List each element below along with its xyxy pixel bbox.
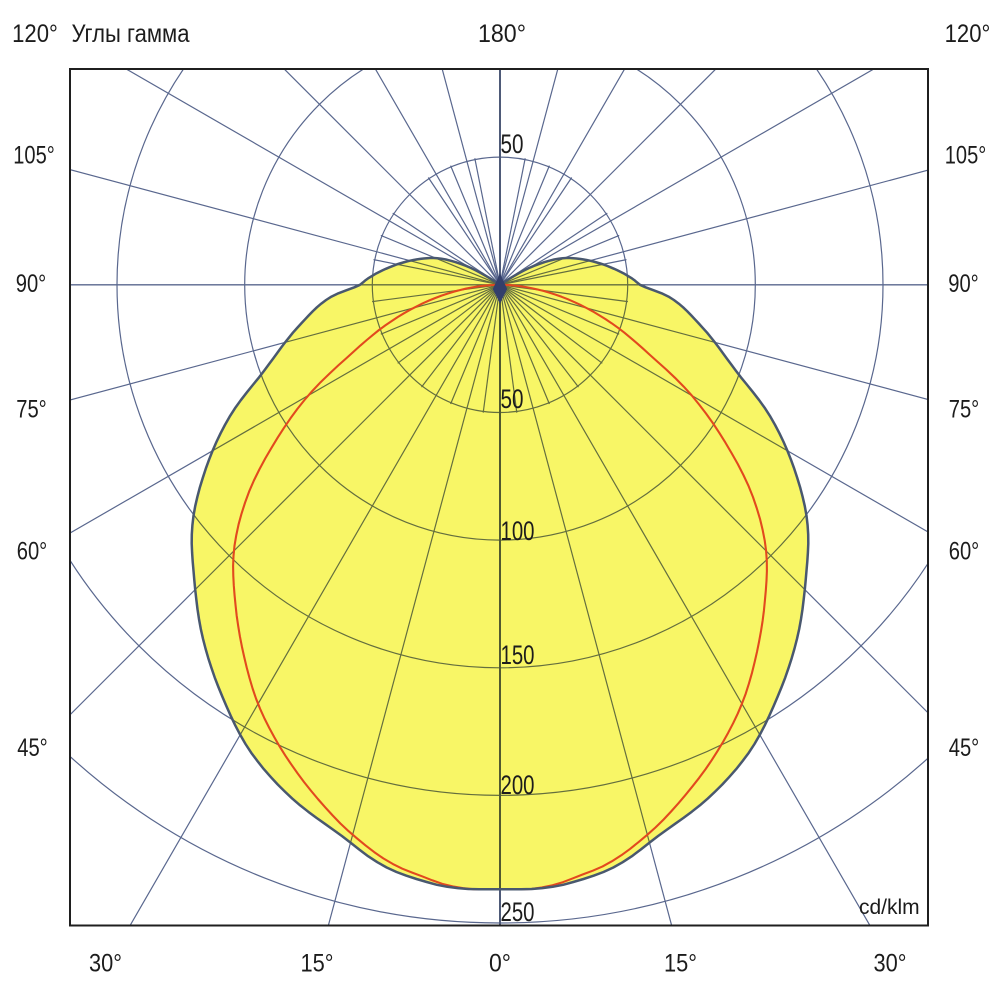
svg-text:0°: 0° [489, 950, 511, 978]
svg-text:60°: 60° [17, 538, 48, 566]
svg-text:250: 250 [501, 897, 535, 927]
svg-text:30°: 30° [874, 950, 907, 978]
svg-text:15°: 15° [301, 950, 334, 978]
svg-text:30°: 30° [89, 950, 122, 978]
svg-text:45°: 45° [949, 734, 980, 762]
svg-text:120°: 120° [12, 20, 58, 48]
svg-text:75°: 75° [949, 396, 980, 424]
svg-text:180°: 180° [478, 20, 526, 48]
svg-text:45°: 45° [17, 734, 48, 762]
svg-text:200: 200 [501, 770, 535, 800]
svg-text:60°: 60° [949, 538, 980, 566]
svg-text:75°: 75° [16, 396, 47, 424]
svg-text:105°: 105° [945, 142, 987, 170]
svg-text:90°: 90° [16, 270, 47, 298]
svg-text:150: 150 [501, 640, 535, 670]
svg-text:50: 50 [501, 129, 524, 159]
svg-text:50: 50 [501, 384, 524, 414]
svg-text:90°: 90° [948, 270, 979, 298]
svg-text:120°: 120° [945, 20, 991, 48]
svg-text:105°: 105° [13, 142, 55, 170]
svg-text:100: 100 [501, 516, 535, 546]
svg-text:cd/klm: cd/klm [859, 896, 920, 919]
svg-text:Углы гамма: Углы гамма [72, 20, 190, 48]
svg-text:15°: 15° [664, 950, 697, 978]
